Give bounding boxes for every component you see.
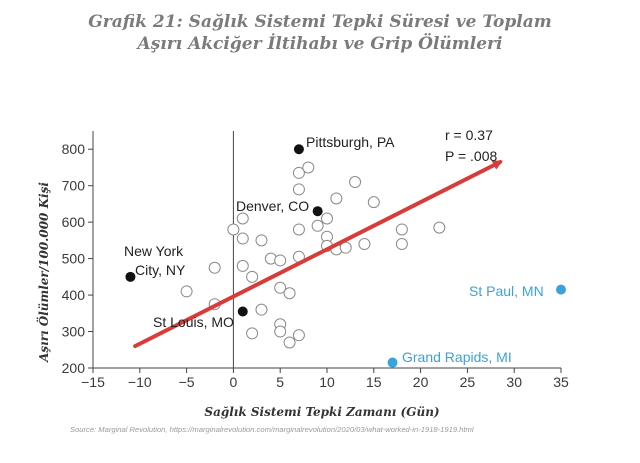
data-point-open: [208, 261, 221, 274]
data-point-open: [292, 329, 305, 342]
data-point-highlighted: [293, 144, 304, 155]
label-newyork-line2: City, NY: [135, 262, 186, 278]
data-point-highlighted: [556, 284, 566, 295]
x-tick-label: 10: [319, 374, 335, 390]
data-point-open: [236, 259, 249, 272]
r-statistic: r = 0.37: [445, 127, 493, 143]
data-point-highlighted: [125, 271, 136, 282]
data-point-open: [180, 285, 193, 298]
data-point-open: [283, 336, 296, 349]
data-point-open: [292, 223, 305, 236]
data-point-open: [274, 254, 287, 267]
data-point-open: [395, 223, 408, 236]
label-denver: Denver, CO: [236, 198, 309, 214]
x-tick-label: 25: [460, 374, 476, 390]
trend-arrow-layer: [133, 159, 503, 349]
x-tick-label: 30: [506, 374, 522, 390]
p-statistic: P = .008: [445, 148, 498, 164]
data-point-highlighted: [387, 357, 398, 368]
y-tick-label: 300: [62, 324, 86, 340]
y-tick-label: 600: [62, 214, 86, 230]
data-point-open: [236, 212, 249, 225]
axes: −15 −10 −5 0 5 10 15 20 25 30 35 200 300 400 500 600 700…: [62, 131, 569, 390]
label-grandrapids: Grand Rapids, MI: [402, 349, 512, 365]
source-note: Source: Marginal Revolution, https://mar…: [70, 425, 474, 434]
x-axis-title: Sağlık Sistemi Tepki Zamanı (Gün): [204, 405, 439, 419]
label-stpaul: St Paul, MN: [469, 283, 544, 299]
label-pittsburgh: Pittsburgh, PA: [306, 134, 395, 150]
data-points: [125, 144, 566, 368]
y-tick-label: 500: [62, 251, 86, 267]
y-tick-label: 700: [62, 178, 86, 194]
data-point-open: [302, 161, 315, 174]
data-point-highlighted: [237, 306, 248, 317]
y-axis-title: Aşırı Ölümler/100.000 Kişi: [35, 182, 51, 363]
data-point-open: [227, 223, 240, 236]
x-tick-label: 35: [553, 374, 569, 390]
data-point-open: [274, 281, 287, 294]
y-tick-label: 200: [62, 360, 86, 376]
data-point-open: [292, 183, 305, 196]
data-point-open: [255, 303, 268, 316]
data-point-open: [367, 196, 380, 209]
data-point-highlighted: [312, 206, 323, 217]
x-tick-label: 5: [276, 374, 284, 390]
data-point-open: [311, 219, 324, 232]
data-point-open: [283, 287, 296, 300]
trend-arrow: [133, 159, 503, 349]
data-point-open: [321, 212, 333, 225]
data-point-open: [433, 221, 446, 234]
x-tick-label: 15: [366, 374, 382, 390]
label-stlouis: St Louis, MO: [153, 314, 234, 330]
data-point-open: [292, 166, 305, 179]
x-tick-label: −15: [81, 374, 105, 390]
data-point-open: [358, 238, 371, 251]
data-point-open: [255, 234, 268, 247]
data-point-open: [339, 241, 352, 254]
data-point-open: [246, 270, 259, 283]
y-tick-label: 400: [62, 287, 86, 303]
data-point-open: [349, 176, 362, 189]
x-tick-label: −5: [179, 374, 195, 390]
chart-title-line-1: Grafik 21: Sağlık Sistemi Tepki Süresi v…: [88, 12, 552, 32]
data-point-open: [236, 232, 249, 245]
y-tick-label: 800: [62, 141, 86, 157]
x-tick-label: 20: [413, 374, 429, 390]
x-tick-label: 0: [230, 374, 238, 390]
data-point-open: [246, 327, 259, 340]
data-point-open: [330, 192, 343, 205]
x-tick-label: −10: [128, 374, 152, 390]
data-point-open: [395, 238, 408, 251]
data-point-open: [274, 325, 287, 338]
label-newyork-line1: New York: [124, 243, 184, 259]
chart-title-line-2: Aşırı Akciğer İltihabı ve Grip Ölümleri: [137, 34, 503, 54]
